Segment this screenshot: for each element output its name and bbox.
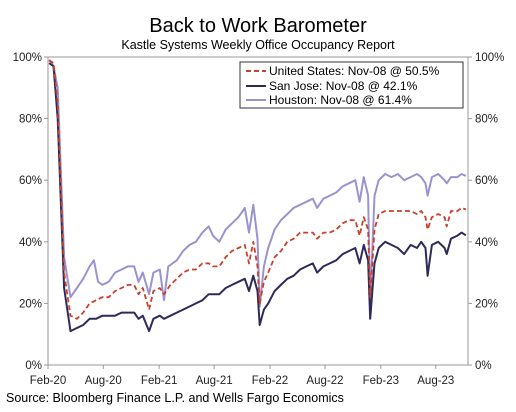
series-line-san-jose (48, 62, 467, 333)
y-tick-label-left: 100% (13, 52, 42, 64)
y-tick-label-left: 60% (19, 175, 42, 187)
chart-title: Back to Work Barometer (149, 15, 367, 37)
legend-label-houston: Houston: Nov-08 @ 61.4% (269, 93, 412, 107)
source-note: Source: Bloomberg Finance L.P. and Wells… (6, 391, 344, 405)
y-tick-label-left: 40% (19, 237, 42, 249)
y-tick-label-right: 60% (475, 175, 498, 187)
x-tick-label: Aug-23 (417, 375, 454, 387)
y-tick-label-right: 40% (475, 237, 498, 249)
x-tick-label: Feb-20 (30, 375, 66, 387)
x-axis: Feb-20 Aug-20 Feb-21 Aug-21 Feb-22 Aug-22 Feb-… (30, 365, 454, 387)
chart-subtitle: Kastle Systems Weekly Office Occupancy R… (121, 38, 395, 52)
series-layer (48, 59, 467, 333)
y-tick-label-right: 20% (475, 298, 498, 310)
x-tick-label: Aug-21 (196, 375, 233, 387)
y-tick-label-left: 80% (19, 114, 42, 126)
y-axis-left: 0% 20% 40% 60% 80% 100% (13, 52, 48, 372)
legend-label-united-states: United States: Nov-08 @ 50.5% (269, 64, 440, 78)
legend: United States: Nov-08 @ 50.5% San Jose: … (239, 61, 464, 109)
y-axis-right: 0% 20% 40% 60% 80% 100% (468, 52, 504, 372)
legend-box (239, 61, 464, 109)
legend-label-san-jose: San Jose: Nov-08 @ 42.1% (269, 79, 418, 93)
x-tick-label: Feb-21 (141, 375, 177, 387)
x-tick-label: Aug-22 (306, 375, 343, 387)
x-tick-label: Aug-20 (85, 375, 122, 387)
series-line-united-states (48, 59, 467, 320)
x-tick-label: Feb-22 (252, 375, 288, 387)
y-tick-label-right: 100% (475, 52, 504, 64)
y-tick-label-left: 0% (25, 360, 42, 372)
x-tick-label: Feb-23 (363, 375, 399, 387)
y-tick-label-left: 20% (19, 298, 42, 310)
y-tick-label-right: 80% (475, 114, 498, 126)
y-tick-label-right: 0% (475, 360, 492, 372)
series-line-houston (48, 59, 467, 308)
plot-frame (47, 56, 469, 366)
